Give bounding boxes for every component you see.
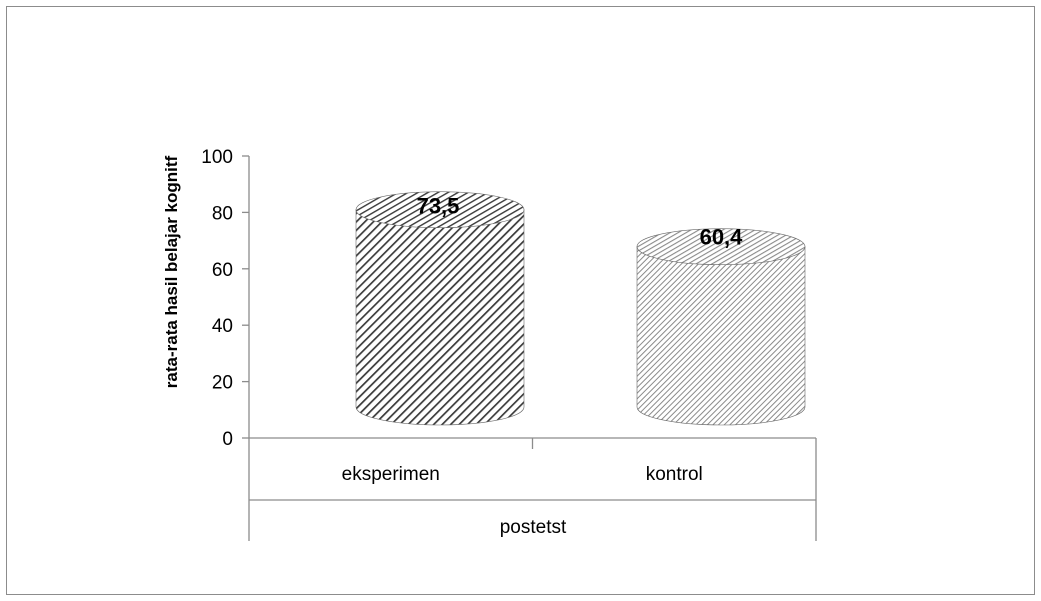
y-axis: 0 20 40 60 80 100 [201, 147, 250, 450]
x-category-label: kontrol [646, 464, 703, 485]
data-label: 73,5 [417, 194, 460, 219]
y-tick-label: 80 [212, 203, 233, 224]
bar-top [355, 191, 525, 229]
bar-cylinder: 60,4 [636, 225, 806, 426]
bar-body [355, 209, 525, 426]
data-label: 60,4 [700, 225, 744, 250]
x-category-label: eksperimen [342, 464, 440, 485]
x-axis-title: postetst [500, 517, 567, 538]
y-tick-label: 60 [212, 260, 233, 281]
y-tick-label: 20 [212, 373, 233, 394]
x-axis: eksperimen kontrol [248, 437, 817, 541]
y-tick-label: 40 [212, 316, 233, 337]
bars: 73,5 60,4 [355, 191, 806, 426]
bar-body [636, 246, 806, 426]
bar-cylinder: 73,5 [355, 191, 525, 426]
y-tick-label: 0 [222, 429, 233, 450]
bar-top [636, 228, 806, 265]
y-tick-label: 100 [201, 147, 233, 168]
y-axis-title: rata-rata hasil belajar kognitf [162, 155, 181, 388]
